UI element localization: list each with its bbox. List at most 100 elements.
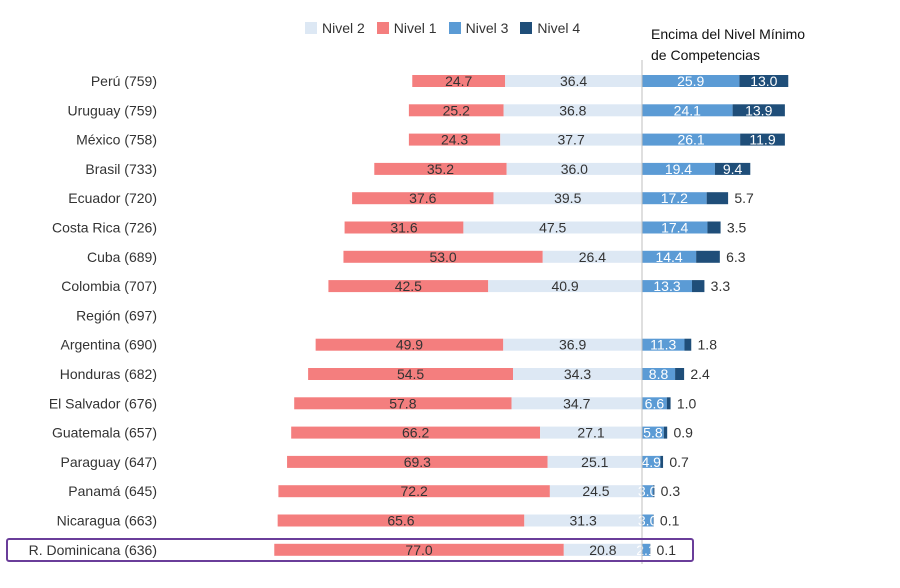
data-label-nivel-2: 26.4 bbox=[579, 249, 606, 265]
bar-nivel-2 bbox=[488, 280, 642, 293]
data-label-nivel-1: 31.6 bbox=[390, 220, 417, 236]
category-label: Colombia (707) bbox=[61, 278, 157, 294]
legend-label: Nivel 3 bbox=[465, 20, 509, 36]
data-label-nivel-4: 5.7 bbox=[734, 190, 754, 206]
note-line-1: Encima del Nivel Mínimo bbox=[651, 26, 806, 42]
bar-nivel-3 bbox=[642, 192, 707, 205]
data-label-nivel-4: 0.7 bbox=[669, 454, 689, 470]
data-label-nivel-4: 6.3 bbox=[726, 249, 746, 265]
data-label-nivel-4: 3.3 bbox=[711, 278, 731, 294]
data-label-nivel-1: 24.3 bbox=[441, 132, 468, 148]
category-label: Panamá (645) bbox=[68, 483, 157, 499]
data-label-nivel-3: 8.8 bbox=[649, 366, 669, 382]
data-label-nivel-2: 36.4 bbox=[560, 73, 587, 89]
category-label: Guatemala (657) bbox=[52, 425, 157, 441]
legend-label: Nivel 1 bbox=[393, 20, 437, 36]
bar-nivel-3 bbox=[642, 133, 741, 146]
category-label: México (758) bbox=[76, 132, 157, 148]
data-label-nivel-4: 11.9 bbox=[749, 132, 775, 148]
bar-nivel-1 bbox=[343, 250, 543, 263]
category-label: R. Dominicana (636) bbox=[29, 542, 157, 558]
bar-nivel-4 bbox=[663, 426, 668, 439]
legend: Nivel 2 Nivel 1 Nivel 3 Nivel 4 bbox=[305, 20, 580, 36]
data-label-nivel-1: 49.9 bbox=[396, 337, 423, 353]
data-label-nivel-2: 34.7 bbox=[563, 395, 590, 411]
data-label-nivel-3: 17.4 bbox=[661, 220, 688, 236]
data-label-nivel-3: 13.3 bbox=[653, 278, 680, 294]
bar-nivel-4 bbox=[732, 104, 785, 117]
data-label-nivel-4: 1.8 bbox=[698, 337, 718, 353]
data-label-nivel-2: 39.5 bbox=[554, 190, 581, 206]
legend-swatch bbox=[376, 22, 389, 34]
bar-nivel-1 bbox=[412, 75, 506, 87]
legend-label: Nivel 4 bbox=[537, 20, 581, 36]
bar-nivel-1 bbox=[278, 485, 550, 498]
data-label-nivel-1: 35.2 bbox=[427, 161, 454, 177]
legend-swatch bbox=[305, 22, 317, 34]
data-label-nivel-3: 25.9 bbox=[677, 73, 704, 89]
data-label-nivel-4: 0.1 bbox=[660, 513, 680, 529]
data-label-nivel-2: 37.7 bbox=[557, 132, 584, 148]
data-label-nivel-1: 25.2 bbox=[443, 102, 470, 118]
data-label-nivel-3: 14.4 bbox=[655, 249, 682, 265]
data-label-nivel-4: 0.1 bbox=[657, 542, 677, 558]
data-label-nivel-2: 31.3 bbox=[570, 513, 597, 529]
bar-nivel-4 bbox=[696, 250, 720, 263]
data-label-nivel-2: 40.9 bbox=[551, 278, 578, 294]
bar-nivel-1 bbox=[287, 455, 548, 468]
data-label-nivel-4: 3.5 bbox=[727, 220, 747, 236]
category-label: Nicaragua (663) bbox=[57, 513, 157, 529]
category-label: Paraguay (647) bbox=[60, 454, 157, 470]
bar-nivel-2 bbox=[540, 426, 642, 439]
legend-item: Nivel 3 bbox=[448, 20, 509, 36]
bar-nivel-2 bbox=[463, 221, 642, 234]
data-label-nivel-4: 1.0 bbox=[677, 395, 697, 411]
data-label-nivel-2: 34.3 bbox=[564, 366, 591, 382]
highlight-box bbox=[6, 538, 694, 562]
category-label: Argentina (690) bbox=[60, 337, 157, 353]
data-label-nivel-2: 25.1 bbox=[581, 454, 608, 470]
bar-nivel-4 bbox=[706, 192, 729, 205]
legend-label: Nivel 2 bbox=[322, 20, 365, 36]
data-label-nivel-1: 65.6 bbox=[387, 513, 414, 529]
data-label-nivel-1: 69.3 bbox=[404, 454, 431, 470]
bar-nivel-4 bbox=[714, 162, 751, 175]
category-label: Costa Rica (726) bbox=[52, 220, 157, 236]
data-label-nivel-3: 19.4 bbox=[665, 161, 692, 177]
bar-nivel-4 bbox=[739, 75, 789, 87]
category-label: Cuba (689) bbox=[87, 249, 157, 265]
data-label-nivel-2: 36.8 bbox=[559, 102, 586, 118]
category-label: Uruguay (759) bbox=[68, 102, 158, 118]
data-label-nivel-4: 9.4 bbox=[723, 161, 743, 177]
bar-nivel-4 bbox=[707, 221, 721, 234]
bar-nivel-4 bbox=[666, 397, 671, 410]
bar-nivel-4 bbox=[675, 368, 685, 380]
legend-item: Nivel 1 bbox=[376, 20, 437, 36]
bar-nivel-4 bbox=[684, 338, 692, 351]
data-label-nivel-1: 57.8 bbox=[389, 395, 416, 411]
data-label-nivel-1: 24.7 bbox=[445, 73, 472, 89]
bar-nivel-1 bbox=[308, 368, 514, 380]
data-label-nivel-3: 6.6 bbox=[645, 395, 665, 411]
bar-nivel-3 bbox=[642, 250, 697, 263]
bar-nivel-1 bbox=[374, 162, 507, 175]
bar-nivel-1 bbox=[408, 133, 501, 146]
bar-nivel-2 bbox=[524, 514, 642, 527]
bar-nivel-3 bbox=[642, 426, 664, 439]
category-label: Ecuador (720) bbox=[68, 190, 157, 206]
bar-nivel-2 bbox=[549, 485, 642, 498]
bar-nivel-3 bbox=[642, 338, 685, 351]
data-label-nivel-3: 2.1 bbox=[636, 542, 656, 558]
bar-nivel-1 bbox=[277, 514, 525, 527]
data-label-nivel-1: 77.0 bbox=[405, 542, 432, 558]
data-label-nivel-3: 4.9 bbox=[641, 454, 661, 470]
data-label-nivel-3: 24.1 bbox=[674, 102, 701, 118]
legend-swatch bbox=[520, 22, 533, 34]
data-label-nivel-1: 66.2 bbox=[402, 425, 429, 441]
data-label-nivel-1: 42.5 bbox=[395, 278, 422, 294]
bar-nivel-3 bbox=[642, 368, 676, 380]
bar-nivel-3 bbox=[642, 162, 715, 175]
bar-nivel-3 bbox=[642, 397, 667, 410]
bar-nivel-1 bbox=[328, 280, 489, 293]
